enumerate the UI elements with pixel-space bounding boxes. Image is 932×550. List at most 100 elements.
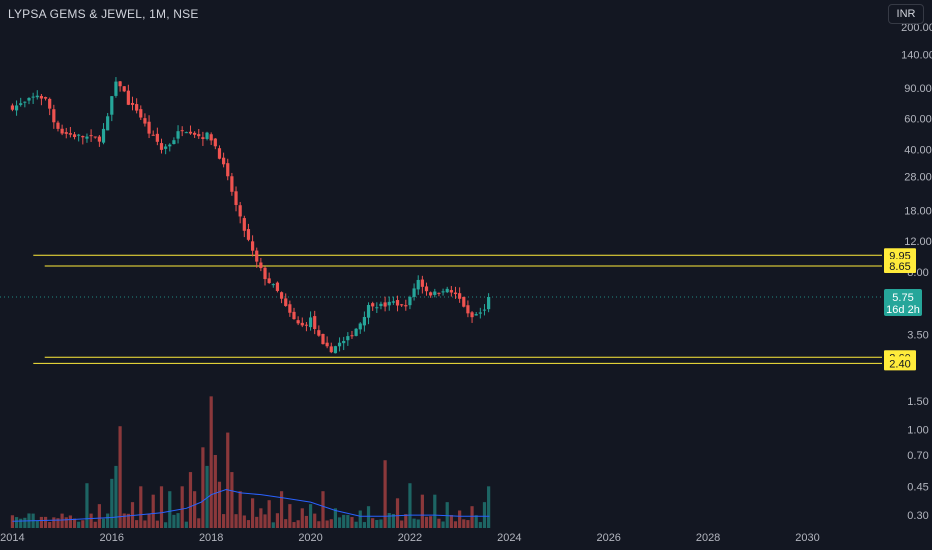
volume-bar	[52, 517, 56, 528]
volume-bar	[242, 515, 246, 528]
volume-bar	[375, 519, 379, 528]
candle-body	[242, 218, 246, 231]
volume-bar	[466, 520, 470, 528]
candle-body	[304, 324, 309, 326]
candle-body	[147, 121, 151, 134]
candle-body	[135, 104, 139, 111]
volume-bar	[89, 513, 93, 528]
candle-body	[482, 309, 487, 311]
candle-body	[333, 346, 338, 354]
volume-bar	[400, 520, 404, 528]
volume-bar	[164, 522, 168, 528]
volume-tick-label: 0.70	[907, 450, 928, 462]
candle-body	[462, 296, 466, 307]
volume-bar	[279, 491, 284, 528]
volume-tick-label: 1.50	[907, 396, 928, 408]
volume-bar	[222, 514, 226, 528]
volume-bar	[391, 514, 395, 528]
candle-body	[383, 302, 387, 307]
volume-bar	[267, 500, 271, 528]
price-badge-countdown: 16d 2h	[886, 304, 920, 316]
candle-body	[151, 134, 155, 136]
volume-bar	[337, 517, 342, 528]
candle-body	[288, 304, 292, 313]
volume-bar	[275, 513, 280, 528]
candle-body	[43, 97, 48, 99]
candle-body	[143, 118, 147, 124]
candle-body	[130, 102, 135, 105]
volume-bar	[371, 518, 375, 528]
volume-bar	[354, 521, 358, 528]
volume-bar	[48, 521, 52, 528]
candle-body	[101, 128, 106, 143]
candle-body	[279, 292, 284, 299]
candle-body	[213, 138, 217, 147]
candle-body	[201, 137, 205, 139]
candle-body	[81, 136, 85, 138]
level-badge	[884, 258, 916, 273]
volume-bar	[255, 516, 259, 528]
candle-body	[159, 143, 164, 150]
candle-body	[10, 105, 15, 110]
volume-bar	[143, 520, 147, 528]
volume-bar	[424, 516, 429, 528]
volume-bar	[39, 516, 44, 528]
candle-body	[205, 132, 209, 139]
volume-bar	[433, 494, 437, 528]
candle-body	[487, 296, 491, 310]
volume-bar	[358, 510, 362, 528]
volume-bar	[201, 447, 205, 528]
volume-bar	[250, 498, 255, 528]
volume-bar	[416, 519, 420, 528]
volume-bar	[205, 465, 209, 528]
volume-bar	[180, 486, 184, 528]
volume-bar	[56, 518, 60, 528]
currency-button[interactable]: INR	[888, 4, 924, 24]
candle-body	[449, 290, 453, 293]
volume-bar	[300, 508, 304, 528]
candle-body	[52, 109, 56, 123]
candle-body	[72, 134, 77, 138]
volume-bar	[23, 517, 27, 528]
candle-body	[188, 131, 193, 134]
candle-body	[238, 205, 242, 217]
candle-body	[387, 301, 391, 306]
volume-bar	[429, 516, 433, 528]
volume-bar	[333, 508, 338, 528]
volume-bar	[10, 515, 15, 528]
candle-body	[126, 90, 130, 105]
volume-bar	[449, 515, 453, 528]
candle-body	[56, 122, 60, 129]
volume-bar	[346, 515, 350, 528]
candle-body	[155, 133, 159, 142]
volume-bar	[271, 522, 275, 528]
candle-body	[458, 293, 462, 299]
candle-body	[114, 81, 118, 96]
volume-bar	[362, 522, 366, 528]
volume-bar	[81, 520, 85, 528]
volume-bar	[366, 506, 371, 528]
volume-bar	[395, 498, 400, 528]
volume-bar	[93, 521, 97, 528]
x-tick-label: 2026	[596, 532, 620, 544]
candle-body	[466, 305, 470, 314]
candle-body	[93, 136, 97, 138]
volume-bar	[317, 521, 321, 528]
volume-bar	[226, 432, 230, 528]
candle-body	[68, 133, 72, 135]
candle-body	[300, 322, 304, 326]
volume-bar	[188, 472, 193, 528]
volume-bar	[19, 518, 23, 528]
candle-body	[259, 262, 263, 269]
volume-bar	[60, 513, 64, 528]
candle-body	[184, 132, 188, 134]
candle-body	[437, 292, 441, 294]
volume-bar	[197, 518, 201, 528]
volume-bar	[308, 504, 313, 528]
volume-bar	[184, 521, 188, 528]
x-tick-label: 2018	[199, 532, 223, 544]
candle-body	[445, 288, 449, 293]
volume-bar	[304, 515, 309, 528]
candle-body	[230, 176, 234, 192]
